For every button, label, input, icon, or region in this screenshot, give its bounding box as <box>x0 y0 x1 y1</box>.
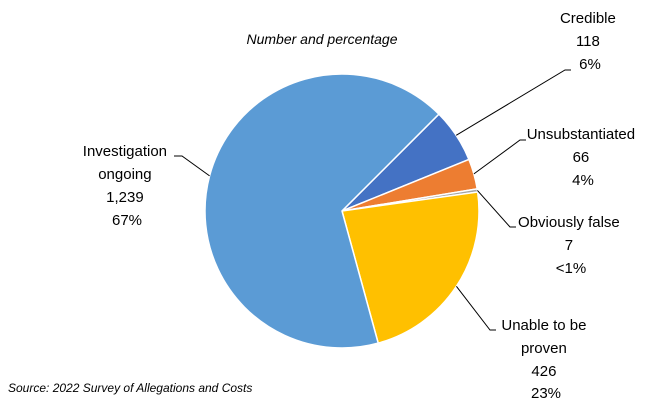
leader-unable-to-be-proven <box>456 285 496 331</box>
leader-lines <box>174 69 571 331</box>
chart-subtitle: Number and percentage <box>247 31 398 47</box>
label-obviously-false: Obviously false 7 <1% <box>518 214 624 277</box>
label-unsubstantiated: Unsubstantiated 66 4% <box>527 126 640 189</box>
pie-slices <box>204 73 480 349</box>
source-note: Source: 2022 Survey of Allegations and C… <box>8 381 252 395</box>
slice-unable-to-be-proven <box>341 191 480 345</box>
leader-investigation-ongoing <box>174 155 210 177</box>
label-investigation-ongoing: Investigation ongoing 1,239 67% <box>83 143 171 229</box>
label-unable-to-be-proven: Unable to be proven 426 23% <box>501 317 590 399</box>
slice-investigation-ongoing <box>204 73 440 349</box>
leader-obviously-false <box>477 190 516 228</box>
label-credible: Credible 118 6% <box>560 10 620 73</box>
leader-unsubstantiated <box>473 139 526 175</box>
leader-credible <box>455 69 571 136</box>
